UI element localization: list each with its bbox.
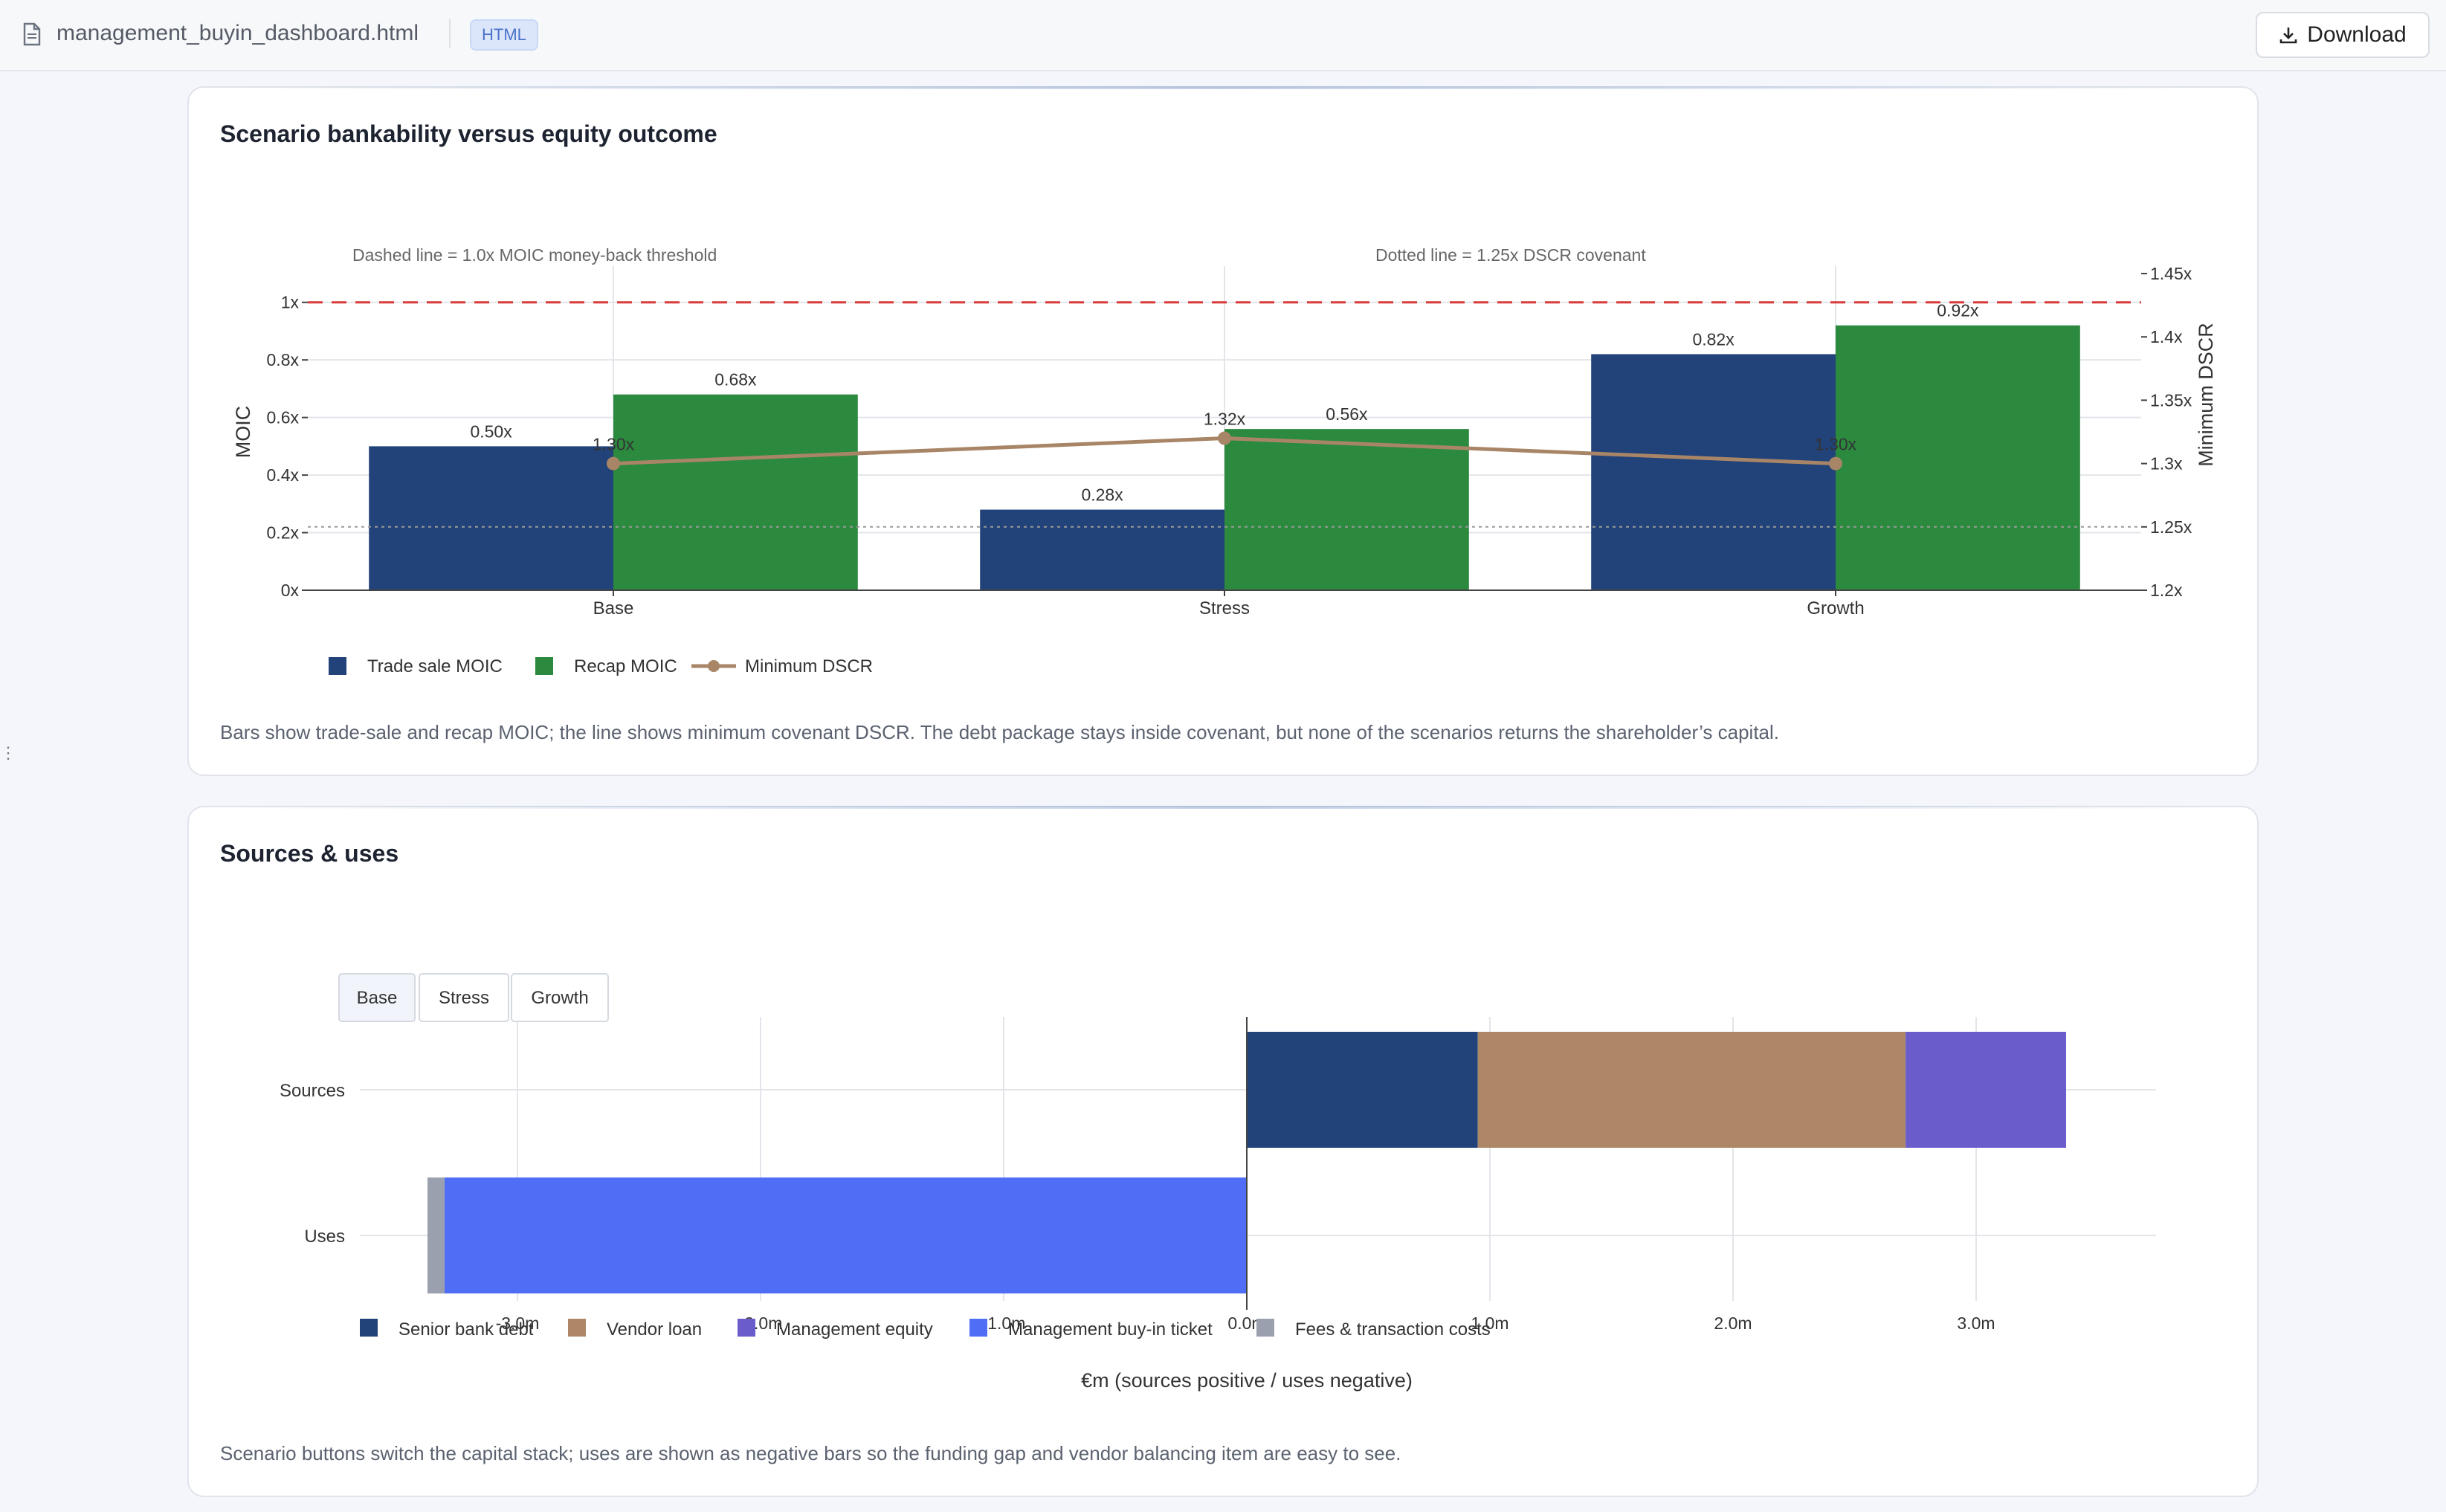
stack-segment: [427, 1177, 445, 1293]
annotation: Dashed line = 1.0x MOIC money-back thres…: [352, 245, 717, 265]
scenario-button-bg: [511, 973, 609, 1022]
top-bar: management_buyin_dashboard.html HTML Dow…: [0, 0, 2446, 71]
x-tick-label: Base: [593, 598, 634, 618]
download-label: Download: [2307, 22, 2407, 47]
legend-label: Senior bank debt: [398, 1319, 534, 1340]
y2-tick-label: 1.25x: [2150, 517, 2192, 537]
y-tick-label: 1x: [281, 293, 300, 312]
legend-label: Minimum DSCR: [745, 656, 873, 676]
scenario-button-growth[interactable]: Growth: [511, 973, 609, 1022]
file-icon: [23, 22, 41, 46]
recap-bar: [1836, 325, 2080, 590]
bar-data-label: 0.92x: [1937, 301, 1979, 320]
dscr-point: [607, 456, 620, 471]
chart-caption: Scenario buttons switch the capital stac…: [220, 1442, 1401, 1464]
y2-tick-label: 1.45x: [2150, 264, 2192, 283]
chart-caption: Bars show trade-sale and recap MOIC; the…: [220, 721, 1779, 743]
y-tick-label: 0.8x: [267, 350, 300, 369]
y2-tick-label: 1.35x: [2150, 390, 2192, 410]
legend-swatch: [360, 1319, 378, 1337]
x-tick-label: 1.0m: [1471, 1314, 1508, 1333]
x-axis-title: €m (sources positive / uses negative): [1081, 1369, 1413, 1392]
y-tick-label: Sources: [280, 1081, 345, 1101]
y-tick-label: 0x: [281, 581, 300, 600]
y2-tick-label: 1.2x: [2150, 581, 2183, 600]
scenario-button-bg: [419, 973, 509, 1022]
scenario-chart: 0x 0.2x 0.4x 0.6x 0.8x 1x 1.2x 1.25x 1.3x 1.35x 1.…: [232, 245, 2217, 676]
legend-swatch: [535, 657, 553, 675]
y-tick-label: 0.2x: [267, 523, 300, 543]
x-tick-label: Growth: [1807, 598, 1864, 618]
stack-segment: [1906, 1032, 2066, 1148]
scenario-button-bg: [338, 973, 416, 1022]
recap-bar: [613, 394, 858, 590]
x-tick-label: 3.0m: [1957, 1314, 1995, 1333]
scenario-button-stress[interactable]: Stress: [419, 973, 509, 1022]
y-tick-label: Uses: [304, 1227, 345, 1247]
dscr-data-label: 1.30x: [593, 435, 635, 454]
y2-tick-label: 1.3x: [2150, 454, 2183, 474]
trade-sale-bar: [369, 446, 613, 590]
separator: [449, 19, 451, 48]
legend-label: Trade sale MOIC: [367, 656, 503, 676]
stack-segment: [1477, 1032, 1906, 1148]
recap-bar: [1224, 429, 1469, 590]
y2-tick-label: 1.4x: [2150, 327, 2183, 346]
legend-swatch: [738, 1319, 755, 1337]
legend-label: Fees & transaction costs: [1295, 1319, 1491, 1340]
y-tick-label: 0.6x: [267, 408, 300, 427]
legend-swatch: [568, 1319, 586, 1337]
x-tick-label: Stress: [1199, 598, 1250, 618]
card-title: Scenario bankability versus equity outco…: [220, 120, 717, 147]
y-tick-label: 0.4x: [267, 465, 300, 485]
stack-segment: [444, 1177, 1247, 1293]
trade-sale-bar: [980, 509, 1224, 590]
scenario-button-label: Base: [357, 988, 398, 1008]
dscr-point: [1829, 456, 1842, 471]
legend-marker: [708, 660, 720, 672]
scenario-button-label: Stress: [439, 988, 489, 1008]
dscr-data-label: 1.32x: [1204, 410, 1246, 429]
legend-label: Recap MOIC: [574, 656, 677, 676]
y2-axis-title: Minimum DSCR: [2195, 323, 2217, 467]
resize-handle-icon[interactable]: ⋮: [0, 743, 16, 762]
legend-label: Management equity: [776, 1319, 933, 1340]
stack-segment: [1247, 1032, 1478, 1148]
legend-label: Management buy-in ticket: [1008, 1319, 1213, 1340]
file-name: management_buyin_dashboard.html: [57, 21, 419, 45]
dscr-data-label: 1.30x: [1815, 435, 1857, 454]
legend-swatch: [329, 657, 346, 675]
file-type-badge: HTML: [470, 19, 538, 51]
legend-swatch: [1256, 1319, 1274, 1337]
annotation: Dotted line = 1.25x DSCR covenant: [1375, 245, 1646, 265]
scenario-chart-card: Scenario bankability versus equity outco…: [187, 86, 2259, 776]
trade-sale-bar: [1591, 354, 1836, 590]
bar-data-label: 0.50x: [470, 421, 512, 441]
card-title: Sources & uses: [220, 840, 399, 867]
download-button[interactable]: Download: [2256, 12, 2430, 58]
download-icon: [2279, 28, 2297, 44]
x-tick-label: 2.0m: [1714, 1314, 1752, 1333]
dscr-point: [1218, 431, 1231, 445]
legend-label: Vendor loan: [607, 1319, 702, 1340]
scenario-button-base[interactable]: Base: [338, 973, 416, 1022]
x-tick-label: -3.0m: [496, 1314, 540, 1333]
scenario-button-label: Growth: [531, 988, 588, 1008]
bar-data-label: 0.68x: [714, 370, 757, 390]
bar-data-label: 0.82x: [1692, 329, 1735, 349]
bar-data-label: 0.56x: [1326, 404, 1368, 424]
sources-uses-card: Sources & uses Sources Uses -3.0m -2.0m -1.0…: [187, 806, 2259, 1497]
y-axis-title: MOIC: [232, 406, 254, 459]
legend-swatch: [969, 1319, 987, 1337]
x-tick-label: -1.0m: [982, 1314, 1026, 1333]
bar-data-label: 0.28x: [1081, 485, 1123, 505]
